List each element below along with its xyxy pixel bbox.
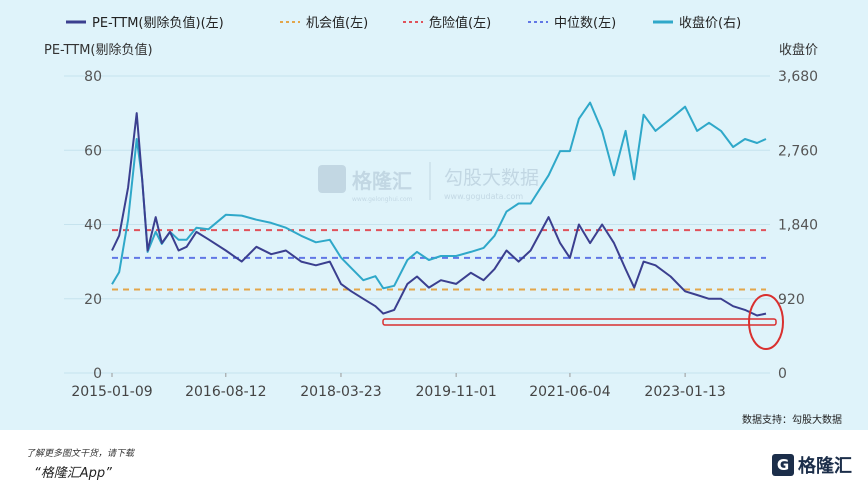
watermark-logo-mark (318, 165, 346, 193)
footer-app-name: “格隆汇App” (34, 466, 112, 481)
footer-note: 了解更多图文干货，请下载 (26, 449, 135, 459)
x-axis-labels: 2015-01-09 2016-08-12 2018-03-23 2019-11-01… (71, 373, 726, 400)
series-line-pe (111, 112, 767, 317)
watermark: 格隆汇 www.gelonghui.com 勾股大数据 www.gogudata… (318, 162, 539, 203)
y-right-tick-label: 920 (778, 292, 805, 308)
footer: 了解更多图文干货，请下载 “格隆汇App” G 格隆汇 (0, 430, 868, 496)
series-line-price (111, 101, 767, 290)
highlight-ellipse (748, 294, 784, 350)
legend-label-danger: 危险值(左) (429, 15, 491, 31)
watermark-url-left: www.gelonghui.com (352, 196, 413, 203)
y-left-tick-label: 0 (93, 366, 102, 382)
x-tick-label: 2021-06-04 (529, 384, 610, 400)
legend-label-price: 收盘价(右) (679, 15, 741, 31)
y-left-tick-label: 60 (84, 143, 102, 159)
watermark-brand-left: 格隆汇 (352, 169, 412, 193)
y-left-tick-label: 40 (84, 218, 102, 234)
y-axis-left-title: PE-TTM(剔除负值) (44, 42, 153, 58)
legend: PE-TTM(剔除负值)(左) 机会值(左) 危险值(左) 中位数(左) 收盘价… (66, 15, 741, 31)
legend-label-median: 中位数(左) (554, 16, 616, 31)
chart-svg: PE-TTM(剔除负值)(左) 机会值(左) 危险值(左) 中位数(左) 收盘价… (44, 15, 818, 400)
x-tick-label: 2015-01-09 (71, 384, 152, 400)
y-right-tick-label: 1,840 (778, 218, 818, 234)
y-right-tick-label: 2,760 (778, 143, 818, 159)
reference-lines (112, 229, 766, 291)
gridlines (64, 75, 770, 374)
x-tick-label: 2023-01-13 (644, 384, 725, 400)
y-right-tick-label: 0 (778, 366, 787, 382)
brand-logo-icon: G (772, 454, 794, 476)
y-right-tick-label: 3,680 (778, 69, 818, 85)
chart-area: PE-TTM(剔除负值)(左) 机会值(左) 危险值(左) 中位数(左) 收盘价… (0, 0, 868, 430)
x-tick-label: 2016-08-12 (185, 384, 266, 400)
y-axis-right-labels: 0 920 1,840 2,760 3,680 (778, 69, 818, 382)
y-left-tick-label: 80 (84, 69, 102, 85)
highlight-band (382, 318, 777, 326)
brand-name: 格隆汇 (798, 456, 852, 477)
watermark-url-right: www.gogudata.com (444, 192, 523, 201)
data-source-note: 数据支持：勾股大数据 (742, 415, 842, 426)
footer-brand: G 格隆汇 (772, 452, 852, 478)
series-lines (111, 101, 767, 317)
x-tick-label: 2018-03-23 (300, 384, 381, 400)
y-axis-right-title: 收盘价 (779, 42, 818, 58)
y-left-tick-label: 20 (84, 292, 102, 308)
x-tick-label: 2019-11-01 (415, 384, 496, 400)
legend-label-pe: PE-TTM(剔除负值)(左) (92, 15, 224, 31)
legend-label-opportunity: 机会值(左) (306, 15, 368, 31)
y-axis-left-labels: 0 20 40 60 80 (84, 69, 102, 382)
watermark-brand-right: 勾股大数据 (444, 167, 539, 189)
